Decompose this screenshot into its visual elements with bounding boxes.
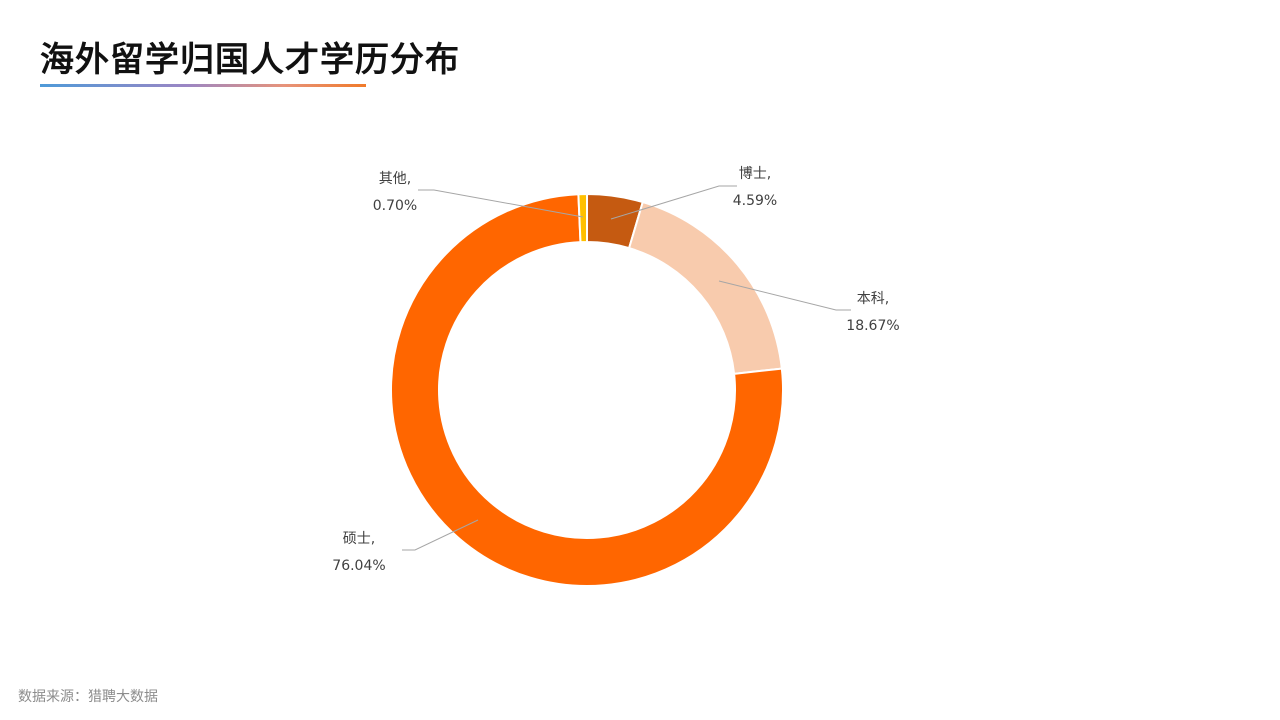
leader-line-2 — [718, 280, 851, 311]
slice-label-name-4: 其他, — [379, 171, 411, 187]
donut-slice-3 — [390, 193, 784, 587]
slice-label-value-2: 18.67% — [846, 318, 899, 334]
donut-slice-2 — [627, 200, 783, 375]
slice-label-name-3: 硕士, — [343, 531, 375, 547]
leader-lines — [402, 185, 851, 551]
leader-line-3 — [402, 519, 479, 551]
title-underline — [40, 84, 366, 87]
leader-line-1 — [610, 185, 737, 220]
leader-line-4 — [418, 189, 584, 218]
slice-label-value-4: 0.70% — [373, 198, 417, 214]
page-title: 海外留学归国人才学历分布 — [40, 40, 460, 80]
slice-labels: 博士, 4.59% 本科, 18.67% 硕士, 76.04% 其他, 0.70% — [332, 165, 899, 574]
slice-label-value-3: 76.04% — [332, 558, 385, 574]
donut-slices — [390, 192, 784, 587]
donut-slice-4 — [577, 192, 588, 244]
slice-label-value-1: 4.59% — [733, 193, 777, 209]
data-source-note: 数据来源：猎聘大数据 — [18, 689, 158, 705]
slice-label-name-2: 本科, — [857, 291, 889, 307]
slice-label-name-1: 博士, — [739, 165, 771, 182]
